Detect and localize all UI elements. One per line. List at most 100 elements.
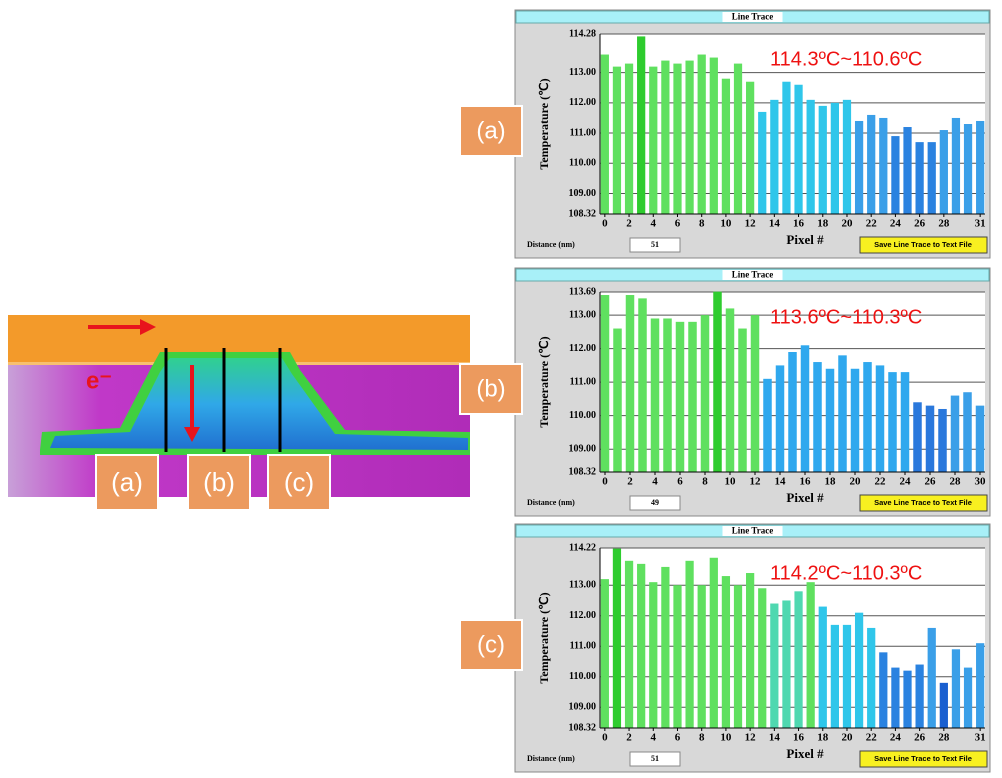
bar — [807, 582, 815, 728]
distance-label: Distance (nm) — [527, 498, 575, 507]
y-tick-label: 114.22 — [569, 542, 596, 553]
panel-badge-label: (b) — [476, 375, 505, 402]
distance-value: 51 — [651, 754, 659, 763]
bar — [794, 591, 802, 728]
bar — [976, 643, 984, 728]
bar — [788, 352, 797, 472]
y-tick-label: 111.00 — [570, 376, 596, 387]
y-tick-label: 109.00 — [569, 444, 597, 455]
x-tick-label: 20 — [850, 476, 862, 488]
x-tick-label: 16 — [793, 732, 805, 744]
bar — [807, 100, 815, 214]
bar — [928, 142, 936, 214]
x-tick-label: 12 — [750, 476, 762, 488]
x-tick-label: 28 — [938, 218, 950, 230]
bar — [891, 136, 899, 214]
distance-value: 49 — [651, 498, 659, 507]
bar — [701, 315, 710, 472]
bar — [851, 369, 860, 472]
y-axis-label: Temperature (℃) — [537, 592, 551, 683]
y-tick-label: 110.00 — [569, 671, 596, 682]
y-tick-label: 109.00 — [569, 702, 597, 713]
bar — [698, 585, 706, 728]
x-tick-label: 26 — [925, 476, 937, 488]
bar — [770, 100, 778, 214]
x-tick-label: 8 — [699, 218, 705, 230]
y-tick-label: 113.00 — [569, 309, 596, 320]
bar — [963, 392, 972, 472]
bar — [734, 585, 742, 728]
x-tick-label: 28 — [950, 476, 962, 488]
bar — [879, 652, 887, 728]
bar — [738, 329, 747, 472]
bar — [782, 600, 790, 728]
bar — [673, 64, 681, 214]
bar — [891, 668, 899, 728]
bar — [713, 292, 722, 472]
bar — [916, 665, 924, 728]
bar — [722, 576, 730, 728]
chart-title: Line Trace — [732, 12, 773, 22]
x-tick-label: 4 — [651, 218, 657, 230]
y-tick-label: 113.00 — [569, 580, 596, 591]
x-tick-label: 30 — [975, 476, 987, 488]
bar — [831, 625, 839, 728]
x-tick-label: 26 — [914, 732, 926, 744]
x-tick-label: 14 — [769, 732, 781, 744]
x-tick-label: 24 — [890, 218, 902, 230]
bar — [838, 355, 847, 472]
x-tick-label: 4 — [651, 732, 657, 744]
x-tick-label: 0 — [602, 732, 608, 744]
panel-badge-label: (a) — [476, 117, 505, 144]
bar — [855, 121, 863, 214]
y-tick-label: 108.32 — [569, 466, 597, 477]
bar — [601, 295, 610, 472]
y-tick-label: 112.00 — [569, 610, 596, 621]
x-tick-label: 22 — [866, 218, 878, 230]
x-tick-label: 18 — [817, 218, 829, 230]
thermal-image: e⁻ (a) (b) (c) — [8, 315, 470, 510]
bar — [952, 649, 960, 728]
bar — [637, 36, 645, 214]
annotation: 113.6ºC~110.3ºC — [770, 306, 922, 328]
bar — [661, 567, 669, 728]
bar — [867, 628, 875, 728]
bar — [698, 55, 706, 214]
bar — [649, 582, 657, 728]
bar — [926, 406, 935, 472]
bar — [758, 112, 766, 214]
x-tick-label: 22 — [866, 732, 878, 744]
distance-label: Distance (nm) — [527, 240, 575, 249]
x-tick-label: 14 — [775, 476, 787, 488]
bar — [938, 409, 947, 472]
bar — [819, 607, 827, 728]
bar — [876, 365, 885, 472]
bar — [903, 671, 911, 728]
save-button-label: Save Line Trace to Text File — [874, 754, 972, 763]
y-tick-label: 108.32 — [569, 208, 597, 219]
distance-value: 51 — [651, 240, 659, 249]
badge-label: (a) — [111, 467, 143, 497]
bar — [976, 406, 985, 472]
x-tick-label: 24 — [890, 732, 902, 744]
x-tick-label: 2 — [627, 476, 633, 488]
x-tick-label: 18 — [825, 476, 837, 488]
bar — [913, 402, 922, 472]
x-axis-label: Pixel # — [786, 232, 824, 247]
x-tick-label: 6 — [677, 476, 683, 488]
bar — [710, 558, 718, 728]
bar — [625, 561, 633, 728]
bar — [928, 628, 936, 728]
x-tick-label: 24 — [900, 476, 912, 488]
x-tick-label: 10 — [720, 218, 732, 230]
electron-label: e⁻ — [86, 367, 112, 394]
distance-label: Distance (nm) — [527, 754, 575, 763]
x-tick-label: 6 — [675, 732, 681, 744]
bar — [782, 82, 790, 214]
bar — [613, 549, 621, 728]
bar — [758, 588, 766, 728]
chart-panel: Line Trace108.32109.00110.00111.00112.00… — [460, 10, 990, 258]
bar — [916, 142, 924, 214]
y-tick-label: 113.00 — [569, 67, 596, 78]
x-tick-label: 31 — [975, 218, 986, 230]
